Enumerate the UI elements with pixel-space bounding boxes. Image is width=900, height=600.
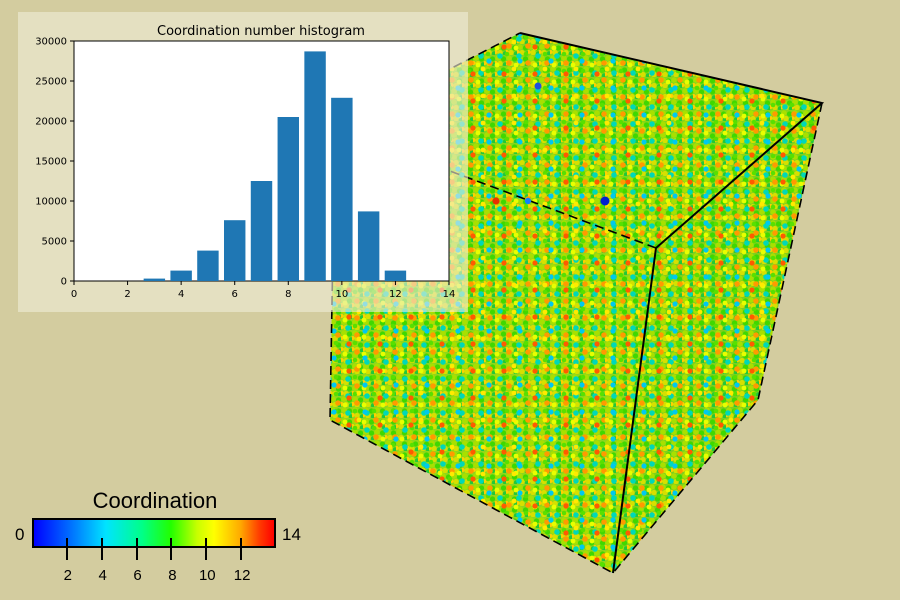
colorbar-min-label: 0 xyxy=(15,525,25,544)
histogram-y-axis: 0 5000 10000 15000 20000 25000 30000 xyxy=(35,37,74,288)
histogram-bar xyxy=(143,278,166,281)
y-tick-label: 5000 xyxy=(42,237,67,248)
x-tick-label: 12 xyxy=(389,289,402,300)
colorbar-tick-mark xyxy=(100,538,103,560)
x-tick-label: 6 xyxy=(232,289,238,300)
y-tick-label: 25000 xyxy=(35,77,67,88)
y-tick-label: 10000 xyxy=(35,197,67,208)
colorbar-gradient xyxy=(32,518,276,548)
histogram-bar xyxy=(331,97,353,281)
y-tick-label: 20000 xyxy=(35,117,67,128)
colorbar-tick-label: 8 xyxy=(168,567,177,584)
histogram-bar xyxy=(170,270,192,281)
highlighted-particles xyxy=(492,82,610,206)
x-tick-label: 0 xyxy=(71,289,77,300)
colorbar-tick-mark xyxy=(205,538,208,560)
x-tick-label: 10 xyxy=(335,289,348,300)
histogram-title: Coordination number histogram xyxy=(157,24,365,39)
histogram-x-axis: 0 2 4 6 8 10 12 14 xyxy=(71,281,456,300)
colorbar-tick-label: 6 xyxy=(133,567,142,584)
histogram-bar xyxy=(250,181,273,281)
coordination-histogram-panel: Coordination number histogram 0 2 4 6 8 10 12 1… xyxy=(18,12,468,312)
histogram-bar xyxy=(197,250,219,281)
y-tick-label: 0 xyxy=(61,277,67,288)
histogram-bar xyxy=(384,270,407,281)
histogram-bar xyxy=(304,51,326,282)
colorbar-tick-mark xyxy=(170,538,173,560)
colorbar-title: Coordination xyxy=(92,488,218,513)
colorbar-max-label: 14 xyxy=(282,525,301,544)
x-tick-label: 4 xyxy=(178,289,184,300)
colorbar-tick-label: 2 xyxy=(63,567,73,584)
histogram-bar xyxy=(277,117,299,281)
x-tick-label: 2 xyxy=(124,289,130,300)
colorbar-tick-mark xyxy=(65,538,68,560)
colorbar-tick-label: 10 xyxy=(198,567,216,584)
colorbar-tick-label: 12 xyxy=(233,567,251,584)
colorbar-tick-mark xyxy=(240,538,243,560)
colorbar-tick-label: 4 xyxy=(98,567,107,584)
y-tick-label: 15000 xyxy=(35,157,67,168)
x-tick-label: 14 xyxy=(443,289,456,300)
histogram-bar xyxy=(357,211,380,281)
histogram-bar xyxy=(224,220,246,281)
coordination-histogram: Coordination number histogram 0 2 4 6 8 10 12 1… xyxy=(35,24,456,300)
histogram-bars xyxy=(143,51,407,282)
y-tick-label: 30000 xyxy=(35,37,67,48)
x-tick-label: 8 xyxy=(285,289,291,300)
colorbar-ticks: 2 4 6 8 10 12 xyxy=(32,518,276,588)
colorbar-tick-mark xyxy=(135,538,138,560)
